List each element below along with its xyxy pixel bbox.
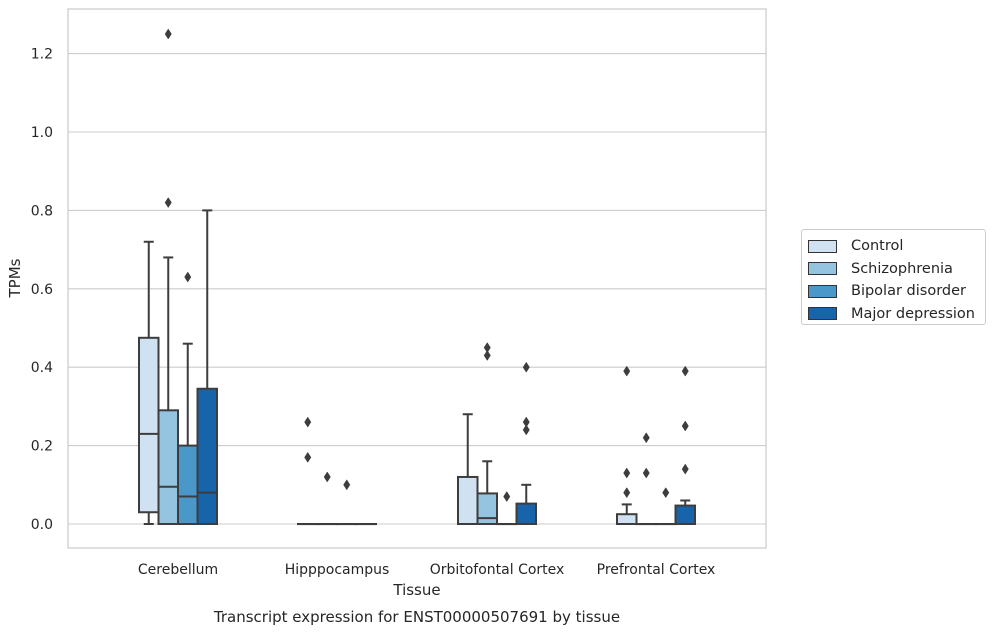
y-tick-label: 0.4	[31, 360, 53, 376]
y-tick-label: 1.2	[31, 47, 53, 63]
y-tick-label: 1.0	[31, 125, 53, 141]
x-tick-label: Hipppocampus	[285, 562, 390, 578]
x-axis-label: Tissue	[392, 581, 440, 599]
legend-swatch	[808, 239, 837, 253]
outlier-point	[522, 424, 530, 436]
box-3-2	[655, 487, 677, 526]
legend: Control Schizophrenia Bipolar disorder Majo…	[801, 229, 986, 325]
x-tick-label: Orbitofontal Cortex	[430, 562, 565, 578]
legend-item: Schizophrenia	[808, 258, 985, 281]
outlier-point	[184, 271, 192, 283]
outlier-point	[164, 197, 172, 209]
outlier-point	[623, 487, 631, 499]
y-tick-label: 0.2	[31, 439, 53, 455]
legend-item: Bipolar disorder	[808, 280, 985, 303]
y-axis-label: TPMs	[6, 258, 24, 298]
outlier-point	[304, 451, 312, 463]
box-body	[157, 409, 179, 526]
box-body	[457, 475, 479, 525]
box-0-3	[196, 209, 218, 526]
box-body	[177, 444, 199, 526]
legend-swatch	[808, 307, 837, 321]
box-2-3	[515, 361, 537, 525]
outlier-point	[623, 365, 631, 377]
outlier-point	[304, 416, 312, 428]
outlier-point	[681, 420, 689, 432]
outlier-point	[642, 432, 650, 444]
legend-swatch	[808, 262, 837, 276]
legend-label: Major depression	[851, 305, 975, 322]
tick-labels: 0.0 0.2 0.4 0.6 0.8 1.0 1.2 Cerebellum Hipppocam…	[31, 47, 716, 578]
y-tick-label: 0.8	[31, 203, 53, 219]
box-body	[138, 336, 160, 514]
legend-label: Control	[851, 238, 904, 255]
outlier-point	[623, 467, 631, 479]
outlier-point	[323, 471, 331, 483]
box-1-1	[316, 471, 338, 526]
box-0-1	[157, 28, 179, 526]
outlier-point	[503, 491, 511, 503]
x-tick-label: Cerebellum	[138, 562, 218, 578]
box-0-0	[138, 240, 160, 525]
box-0-2	[177, 271, 199, 526]
outlier-point	[343, 479, 351, 491]
box-body	[616, 513, 638, 526]
box-body	[515, 502, 537, 525]
box-2-1	[476, 342, 498, 526]
outlier-point	[522, 361, 530, 373]
box-body	[476, 492, 498, 526]
outlier-point	[483, 349, 491, 361]
boxes	[138, 28, 696, 526]
outlier-point	[681, 463, 689, 475]
legend-label: Schizophrenia	[851, 260, 953, 277]
outlier-point	[662, 487, 670, 499]
box-1-0	[297, 416, 319, 526]
outlier-point	[642, 467, 650, 479]
legend-item: Control	[808, 235, 985, 258]
outlier-point	[681, 365, 689, 377]
y-tick-label: 0.0	[31, 517, 53, 533]
box-1-2	[336, 479, 358, 526]
y-tick-label: 0.6	[31, 282, 53, 298]
x-tick-label: Prefrontal Cortex	[597, 562, 716, 578]
legend-swatch	[808, 284, 837, 298]
legend-label: Bipolar disorder	[851, 283, 966, 300]
outlier-point	[164, 28, 172, 40]
chart-title: Transcript expression for ENST0000050769…	[213, 608, 620, 626]
plot-frame	[67, 8, 767, 549]
box-3-3	[674, 365, 696, 525]
legend-item: Major depression	[808, 303, 985, 326]
box-3-1	[635, 432, 657, 526]
box-body	[674, 504, 696, 525]
box-body	[196, 387, 218, 526]
box-3-0	[616, 365, 638, 526]
box-2-2	[496, 491, 518, 526]
box-2-0	[457, 413, 479, 525]
